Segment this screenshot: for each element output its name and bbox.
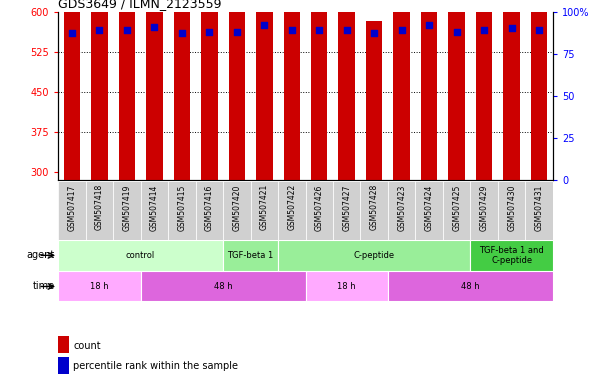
Point: [424, 22, 434, 28]
Text: 18 h: 18 h: [337, 282, 356, 291]
Bar: [146, 0, 163, 180]
Text: GSM507419: GSM507419: [122, 184, 131, 230]
Bar: [498, 181, 525, 240]
Text: TGF-beta 1: TGF-beta 1: [227, 251, 274, 260]
Text: GSM507429: GSM507429: [480, 184, 489, 230]
Bar: [388, 181, 415, 240]
Text: percentile rank within the sample: percentile rank within the sample: [73, 361, 238, 371]
Point: [480, 27, 489, 33]
Bar: [338, 0, 355, 180]
Bar: [476, 0, 492, 180]
Text: GSM507416: GSM507416: [205, 184, 214, 230]
Text: GSM507422: GSM507422: [287, 184, 296, 230]
Bar: [256, 0, 273, 180]
Bar: [388, 271, 553, 301]
Point: [177, 30, 187, 36]
Bar: [141, 181, 168, 240]
Bar: [470, 181, 498, 240]
Point: [397, 27, 407, 33]
Bar: [174, 0, 190, 180]
Bar: [58, 240, 223, 271]
Bar: [58, 271, 141, 301]
Bar: [223, 181, 251, 240]
Text: GSM507424: GSM507424: [425, 184, 434, 230]
Bar: [311, 0, 327, 180]
Bar: [113, 181, 141, 240]
Text: TGF-beta 1 and
C-peptide: TGF-beta 1 and C-peptide: [480, 246, 544, 265]
Text: time: time: [33, 281, 55, 291]
Text: 48 h: 48 h: [214, 282, 232, 291]
Bar: [201, 0, 218, 180]
Bar: [223, 240, 278, 271]
Point: [287, 27, 297, 33]
Point: [534, 27, 544, 33]
Bar: [393, 0, 410, 180]
Bar: [531, 0, 547, 180]
Point: [369, 30, 379, 36]
Text: GSM507426: GSM507426: [315, 184, 324, 230]
Point: [342, 27, 352, 33]
Text: GSM507417: GSM507417: [67, 184, 76, 230]
Point: [507, 25, 517, 31]
Text: GDS3649 / ILMN_2123559: GDS3649 / ILMN_2123559: [58, 0, 222, 10]
Text: GSM507423: GSM507423: [397, 184, 406, 230]
Text: agent: agent: [27, 250, 55, 260]
Text: GSM507428: GSM507428: [370, 184, 379, 230]
Bar: [278, 181, 306, 240]
Text: GSM507431: GSM507431: [535, 184, 544, 230]
Bar: [306, 181, 333, 240]
Bar: [503, 0, 520, 180]
Bar: [333, 181, 360, 240]
Bar: [360, 181, 388, 240]
Text: GSM507425: GSM507425: [452, 184, 461, 230]
Text: GSM507420: GSM507420: [232, 184, 241, 230]
Text: control: control: [126, 251, 155, 260]
Bar: [58, 181, 86, 240]
Bar: [141, 271, 306, 301]
Bar: [415, 181, 443, 240]
Bar: [421, 0, 437, 180]
Text: GSM507421: GSM507421: [260, 184, 269, 230]
Text: count: count: [73, 341, 101, 351]
Point: [232, 29, 242, 35]
Bar: [119, 0, 135, 180]
Point: [452, 29, 462, 35]
Bar: [91, 0, 108, 180]
Bar: [64, 0, 80, 180]
Text: C-peptide: C-peptide: [354, 251, 395, 260]
Bar: [251, 181, 278, 240]
Text: GSM507427: GSM507427: [342, 184, 351, 230]
Text: 48 h: 48 h: [461, 282, 480, 291]
Point: [315, 27, 324, 33]
Bar: [525, 181, 553, 240]
Point: [149, 24, 159, 30]
Point: [122, 27, 132, 33]
Text: 18 h: 18 h: [90, 282, 109, 291]
Text: GSM507430: GSM507430: [507, 184, 516, 231]
Text: GSM507418: GSM507418: [95, 184, 104, 230]
Bar: [470, 240, 553, 271]
Bar: [196, 181, 223, 240]
Text: GSM507414: GSM507414: [150, 184, 159, 230]
Bar: [86, 181, 113, 240]
Bar: [443, 181, 470, 240]
Point: [95, 27, 104, 33]
Bar: [168, 181, 196, 240]
Point: [259, 22, 269, 28]
Point: [67, 30, 77, 36]
Bar: [284, 0, 300, 180]
Bar: [306, 271, 388, 301]
Bar: [229, 0, 245, 180]
Bar: [448, 0, 465, 180]
Bar: [278, 240, 470, 271]
Point: [204, 29, 214, 35]
Bar: [366, 21, 382, 180]
Text: GSM507415: GSM507415: [177, 184, 186, 230]
